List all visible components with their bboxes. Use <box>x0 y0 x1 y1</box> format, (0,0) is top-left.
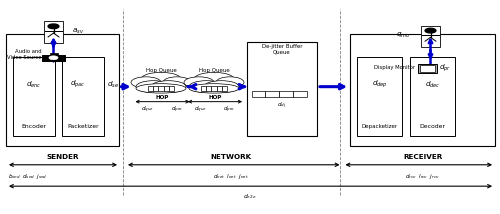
Text: Display Monitor: Display Monitor <box>374 65 415 70</box>
Circle shape <box>48 24 59 29</box>
Text: De-jitter Buffer
Queue: De-jitter Buffer Queue <box>262 44 302 55</box>
Circle shape <box>49 56 58 60</box>
Text: SENDER: SENDER <box>46 154 79 160</box>
Ellipse shape <box>184 77 214 88</box>
Text: NETWORK: NETWORK <box>210 154 252 160</box>
FancyBboxPatch shape <box>410 57 455 136</box>
FancyBboxPatch shape <box>206 86 212 91</box>
Text: $d_{net}\ \ l_{net}\ \ j_{net}$: $d_{net}\ \ l_{net}\ \ j_{net}$ <box>213 172 249 181</box>
FancyBboxPatch shape <box>201 86 206 91</box>
Text: Encoder: Encoder <box>21 125 46 129</box>
FancyBboxPatch shape <box>357 57 402 136</box>
Ellipse shape <box>136 81 171 93</box>
Text: Hop Queue: Hop Queue <box>198 68 230 73</box>
Text: $d_{dep}$: $d_{dep}$ <box>372 79 388 90</box>
FancyBboxPatch shape <box>62 57 104 136</box>
Ellipse shape <box>204 81 239 93</box>
Ellipse shape <box>189 84 239 93</box>
Text: $d_{e2e}$: $d_{e2e}$ <box>243 192 257 201</box>
Text: $d_{dec}$: $d_{dec}$ <box>424 79 440 89</box>
Text: Hop Queue: Hop Queue <box>146 68 176 73</box>
FancyBboxPatch shape <box>293 91 306 97</box>
FancyBboxPatch shape <box>50 53 58 55</box>
FancyBboxPatch shape <box>216 86 222 91</box>
FancyBboxPatch shape <box>420 65 434 72</box>
FancyBboxPatch shape <box>153 86 158 91</box>
FancyBboxPatch shape <box>247 42 317 136</box>
Text: HOP: HOP <box>208 95 222 100</box>
FancyBboxPatch shape <box>350 34 495 146</box>
FancyBboxPatch shape <box>148 86 153 91</box>
Text: $d_{que}$: $d_{que}$ <box>194 105 206 115</box>
Text: $b_{snd}\ \ d_{snd}\ \ j_{snd}$: $b_{snd}\ \ d_{snd}\ \ j_{snd}$ <box>8 172 48 181</box>
Ellipse shape <box>194 72 234 86</box>
Circle shape <box>425 28 436 33</box>
Text: $a_{sv}$: $a_{sv}$ <box>72 27 85 36</box>
FancyBboxPatch shape <box>421 26 440 47</box>
FancyBboxPatch shape <box>158 86 164 91</box>
Text: $d_{dj}$: $d_{dj}$ <box>278 101 286 111</box>
Text: RECEIVER: RECEIVER <box>403 154 442 160</box>
FancyBboxPatch shape <box>12 57 55 136</box>
FancyBboxPatch shape <box>265 91 279 97</box>
FancyBboxPatch shape <box>44 21 63 43</box>
Ellipse shape <box>131 77 161 88</box>
Text: $d_{se}$: $d_{se}$ <box>107 79 119 89</box>
Text: $d_{que}$: $d_{que}$ <box>141 105 154 115</box>
Ellipse shape <box>216 77 244 88</box>
Text: $d_{pac}$: $d_{pac}$ <box>70 79 86 90</box>
FancyBboxPatch shape <box>222 86 227 91</box>
FancyBboxPatch shape <box>212 86 216 91</box>
FancyBboxPatch shape <box>279 91 293 97</box>
FancyBboxPatch shape <box>6 34 118 146</box>
Ellipse shape <box>163 77 191 88</box>
Text: Packetizer: Packetizer <box>67 125 98 129</box>
Text: $d_{pr}$: $d_{pr}$ <box>439 63 451 74</box>
Text: $d_{pro}$: $d_{pro}$ <box>223 105 235 115</box>
Text: Decoder: Decoder <box>420 125 446 129</box>
Text: Depacketizer: Depacketizer <box>362 125 398 129</box>
Text: Audio and
Video Source: Audio and Video Source <box>7 49 42 60</box>
Ellipse shape <box>136 84 186 93</box>
FancyBboxPatch shape <box>169 86 174 91</box>
Ellipse shape <box>141 72 181 86</box>
FancyBboxPatch shape <box>252 91 265 97</box>
Text: $q_{mo}$: $q_{mo}$ <box>396 31 410 40</box>
Ellipse shape <box>189 81 224 93</box>
Text: $d_{rcv}\ \ l_{rcv}\ \ j_{rcv}$: $d_{rcv}\ \ l_{rcv}\ \ j_{rcv}$ <box>405 172 440 181</box>
FancyBboxPatch shape <box>42 55 65 61</box>
FancyBboxPatch shape <box>164 86 169 91</box>
Ellipse shape <box>151 81 186 93</box>
Text: $d_{pro}$: $d_{pro}$ <box>170 105 182 115</box>
Text: $d_{enc}$: $d_{enc}$ <box>26 79 42 89</box>
Text: HOP: HOP <box>156 95 169 100</box>
FancyBboxPatch shape <box>418 64 436 73</box>
